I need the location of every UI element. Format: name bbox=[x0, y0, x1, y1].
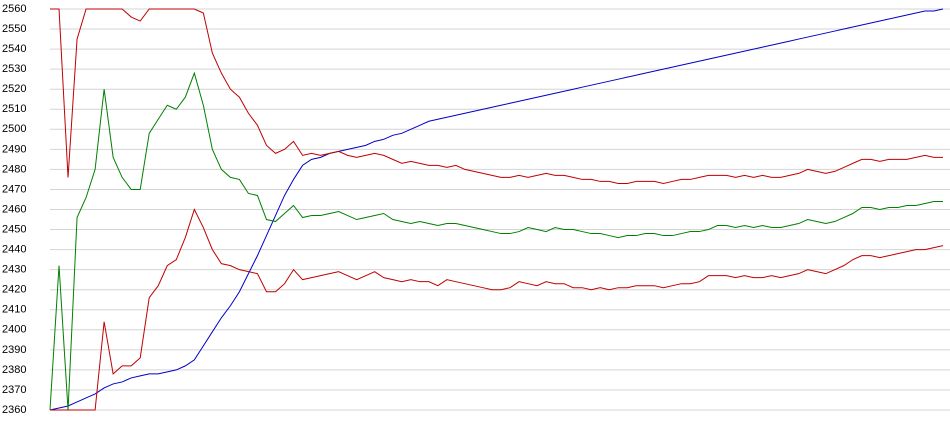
y-tick-label: 2420 bbox=[2, 284, 26, 296]
y-tick-label: 2480 bbox=[2, 163, 26, 175]
y-tick-label: 2470 bbox=[2, 183, 26, 195]
y-tick-label: 2450 bbox=[2, 223, 26, 235]
series-line bbox=[50, 8, 943, 184]
y-tick-label: 2460 bbox=[2, 203, 26, 215]
y-tick-label: 2360 bbox=[2, 404, 26, 416]
y-tick-label: 2430 bbox=[2, 264, 26, 276]
y-tick-label: 2440 bbox=[2, 244, 26, 256]
y-tick-label: 2370 bbox=[2, 384, 26, 396]
y-tick-label: 2560 bbox=[2, 3, 26, 15]
y-tick-label: 2410 bbox=[2, 304, 26, 316]
y-tick-label: 2390 bbox=[2, 344, 26, 356]
y-tick-label: 2540 bbox=[2, 43, 26, 55]
y-tick-label: 2530 bbox=[2, 63, 26, 75]
y-tick-label: 2550 bbox=[2, 23, 26, 35]
y-tick-label: 2490 bbox=[2, 143, 26, 155]
series-line bbox=[49, 71, 943, 411]
y-tick-label: 2400 bbox=[2, 324, 26, 336]
series-line bbox=[50, 208, 944, 411]
y-tick-label: 2520 bbox=[2, 83, 26, 95]
y-tick-label: 2500 bbox=[2, 123, 26, 135]
y-tick-label: 2380 bbox=[2, 364, 26, 376]
series-line bbox=[49, 8, 944, 411]
y-tick-label: 2510 bbox=[2, 103, 26, 115]
